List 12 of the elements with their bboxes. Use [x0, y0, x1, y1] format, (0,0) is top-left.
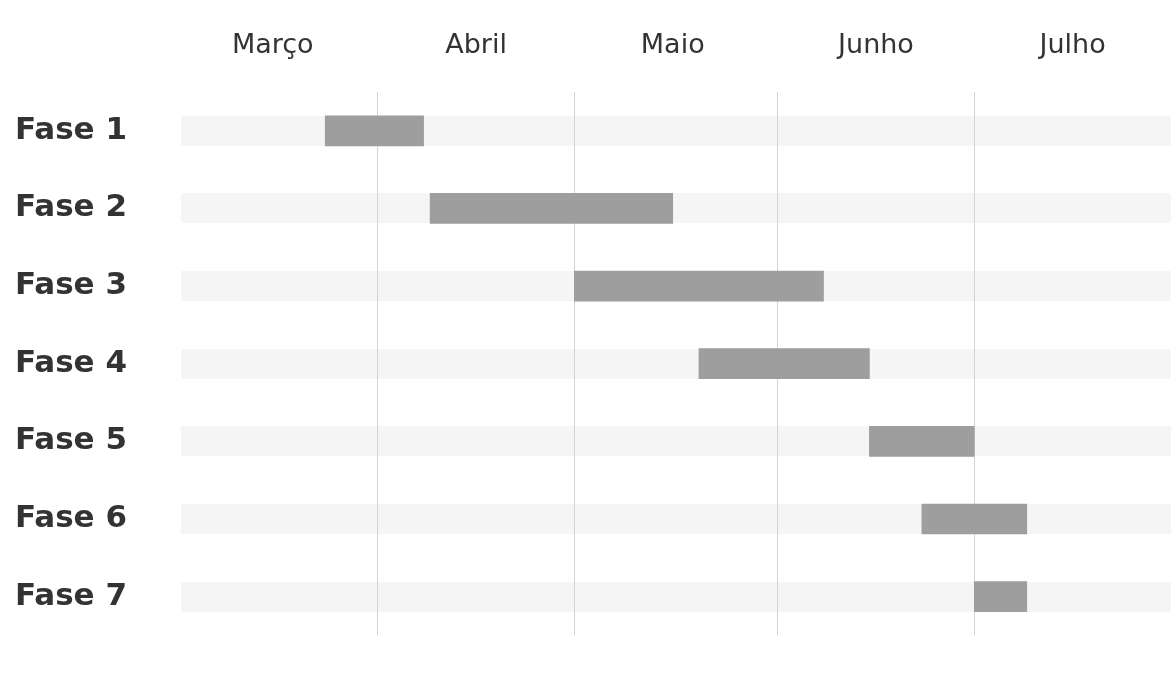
x-tick-label: Março — [231, 27, 314, 59]
y-tick-label: Fase 4 — [14, 342, 127, 379]
y-tick-label: Fase 1 — [14, 109, 127, 146]
y-tick-label: Fase 3 — [14, 265, 127, 302]
y-tick-label: Fase 5 — [14, 420, 127, 457]
y-tick-label: Fase 6 — [14, 498, 127, 534]
x-tick-label: Junho — [836, 27, 914, 59]
x-tick-label: Abril — [445, 27, 507, 59]
y-tick-label: Fase 7 — [14, 575, 127, 612]
x-tick-label: Julho — [1037, 27, 1106, 59]
x-tick-label: Maio — [640, 27, 705, 59]
y-tick-label: Fase 2 — [14, 187, 127, 224]
